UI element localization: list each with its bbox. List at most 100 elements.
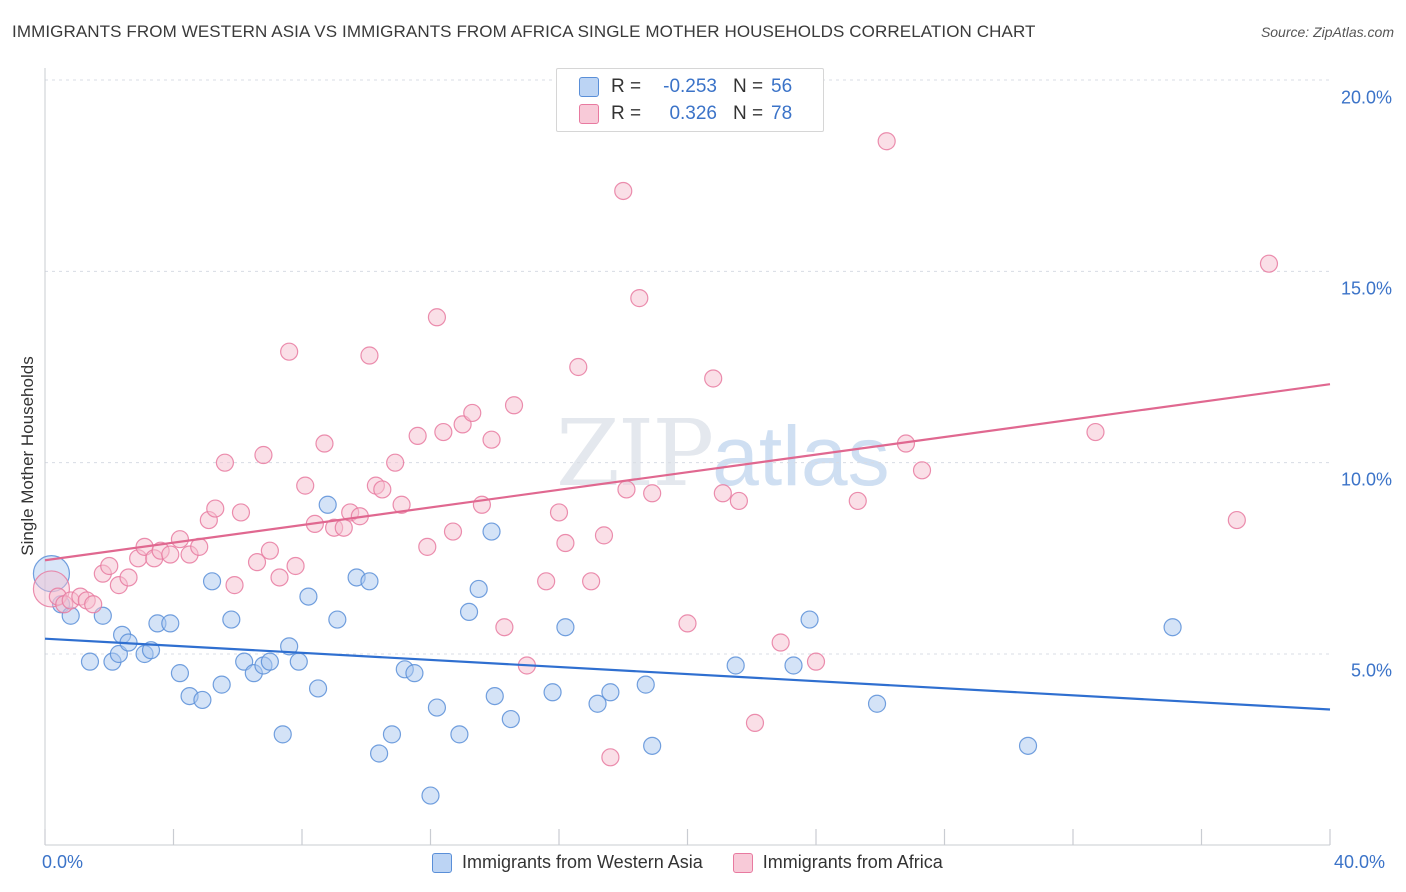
legend-n-label: N =	[733, 76, 764, 97]
data-point-africa	[434, 422, 453, 442]
data-point-western-asia	[193, 690, 212, 710]
data-point-africa	[912, 461, 932, 480]
data-point-africa	[427, 308, 447, 327]
data-point-western-asia	[421, 786, 440, 805]
data-point-western-asia	[202, 572, 222, 591]
legend-n-label: N =	[733, 103, 764, 124]
data-point-africa	[643, 484, 662, 503]
data-point-africa	[408, 426, 427, 445]
y-tick-label: 5.0%	[1350, 660, 1392, 681]
data-point-africa	[373, 480, 392, 499]
data-point-western-asia	[260, 652, 279, 671]
data-point-africa	[119, 568, 138, 587]
legend-r-label: R =	[611, 103, 642, 124]
legend-r-value: -0.253	[663, 76, 717, 97]
series-swatch-western-asia	[432, 852, 452, 873]
legend-n-value: 78	[771, 103, 793, 124]
data-point-africa	[549, 503, 569, 522]
data-point-western-asia	[726, 656, 745, 675]
data-point-western-asia	[382, 725, 402, 744]
data-point-africa	[594, 526, 614, 545]
data-point-western-asia	[273, 725, 292, 744]
legend-swatch-western-asia	[579, 77, 599, 97]
series-legend-western-asia: Immigrants from Western Asia	[432, 852, 703, 873]
legend-n-value: 56	[771, 76, 793, 97]
chart-source: Source: ZipAtlas.com	[1260, 24, 1394, 40]
data-point-africa	[215, 453, 234, 472]
data-point-africa	[704, 369, 723, 388]
data-point-western-asia	[1163, 618, 1182, 637]
data-point-africa	[231, 503, 251, 522]
data-point-africa	[848, 491, 867, 511]
y-tick-label: 15.0%	[1340, 278, 1392, 299]
y-tick-label: 20.0%	[1340, 87, 1392, 108]
data-point-western-asia	[601, 683, 620, 702]
series-legend: Immigrants from Western Asia Immigrants …	[432, 852, 973, 873]
data-point-africa	[463, 403, 482, 423]
data-point-africa	[1086, 422, 1105, 442]
data-point-africa	[280, 342, 299, 361]
data-point-western-asia	[485, 686, 504, 706]
data-point-africa	[84, 595, 103, 614]
data-point-western-asia	[405, 664, 424, 683]
data-point-africa	[729, 491, 749, 511]
data-point-western-asia	[222, 610, 241, 629]
data-point-western-asia	[80, 652, 100, 671]
data-point-africa	[170, 530, 190, 549]
data-point-africa	[225, 576, 244, 595]
data-point-western-asia	[161, 614, 180, 633]
legend-row-africa: R = 0.326 N = 78	[579, 100, 792, 128]
data-point-africa	[386, 453, 405, 472]
data-point-africa	[286, 556, 305, 576]
series-label-western-asia: Immigrants from Western Asia	[462, 852, 703, 872]
data-point-western-asia	[1018, 736, 1038, 755]
data-point-western-asia	[867, 694, 887, 713]
series-label-africa: Immigrants from Africa	[762, 852, 943, 872]
data-point-africa	[771, 633, 790, 652]
legend-row-western-asia: R = -0.253 N = 56	[579, 73, 792, 101]
data-point-africa	[877, 132, 896, 151]
x-tick-label-min: 0.0%	[42, 852, 84, 872]
data-point-africa	[247, 553, 267, 572]
data-point-western-asia	[427, 698, 447, 717]
data-point-africa	[296, 476, 315, 495]
data-point-africa	[392, 495, 411, 514]
data-point-africa	[482, 430, 501, 449]
data-point-western-asia	[800, 610, 819, 629]
data-point-western-asia	[360, 572, 379, 591]
data-point-africa	[418, 537, 437, 556]
trend-line-africa	[44, 383, 1331, 562]
y-tick-label: 10.0%	[1340, 469, 1392, 490]
data-point-western-asia	[636, 675, 655, 694]
data-point-africa	[1259, 254, 1279, 273]
y-axis-label: Single Mother Households	[18, 356, 37, 556]
data-point-africa	[569, 357, 588, 377]
data-point-western-asia	[318, 495, 337, 514]
data-point-western-asia	[469, 579, 488, 599]
data-point-africa	[495, 618, 514, 637]
data-point-western-asia	[784, 656, 803, 675]
data-point-africa	[678, 614, 697, 633]
data-point-western-asia	[370, 744, 389, 763]
data-point-africa	[260, 541, 279, 560]
data-point-africa	[537, 572, 556, 591]
data-point-western-asia	[280, 637, 299, 656]
data-point-western-asia	[141, 641, 161, 660]
data-point-western-asia	[328, 610, 347, 629]
legend-r-value: 0.326	[669, 103, 717, 124]
series-legend-africa: Immigrants from Africa	[732, 852, 943, 873]
data-point-africa	[745, 713, 765, 732]
data-point-western-asia	[308, 679, 328, 698]
data-point-africa	[161, 545, 180, 564]
legend-r-label: R =	[611, 76, 642, 97]
data-point-western-asia	[170, 664, 190, 683]
data-point-africa	[443, 522, 463, 541]
data-point-africa	[614, 181, 633, 201]
data-point-western-asia	[482, 522, 501, 541]
data-point-western-asia	[501, 709, 520, 729]
data-point-africa	[617, 480, 636, 499]
chart-title: IMMIGRANTS FROM WESTERN ASIA VS IMMIGRAN…	[12, 22, 1036, 41]
data-point-africa	[601, 748, 620, 767]
data-point-africa	[556, 533, 575, 553]
